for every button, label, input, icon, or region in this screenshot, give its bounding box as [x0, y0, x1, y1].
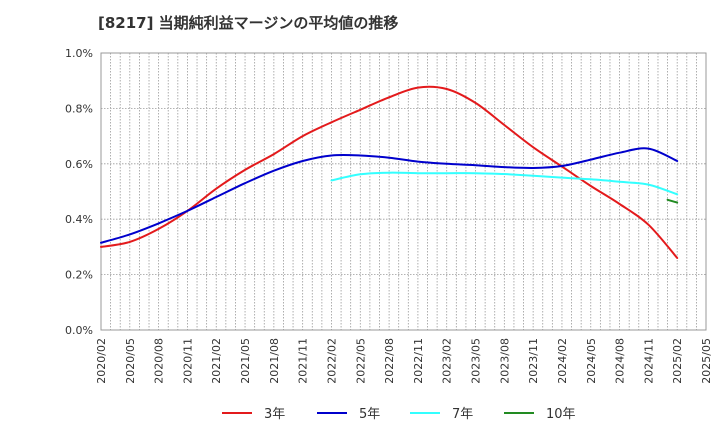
x-tick-label: 2023/05: [470, 338, 483, 384]
plot-area: [100, 52, 707, 331]
x-tick-label: 2022/08: [383, 338, 396, 384]
series-line-0: [100, 85, 679, 259]
x-tick-label: 2024/05: [585, 338, 598, 384]
y-tick-label: 0.4%: [65, 213, 93, 226]
y-tick-label: 0.0%: [65, 324, 93, 337]
x-tick-label: 2023/08: [498, 338, 511, 384]
x-tick-label: 2024/02: [556, 338, 569, 384]
x-tick-label: 2023/11: [527, 338, 540, 384]
x-tick-label: 2021/08: [268, 338, 281, 384]
x-tick-label: 2020/11: [181, 338, 194, 384]
y-tick-label: 0.2%: [65, 269, 93, 282]
x-tick-label: 2020/02: [95, 338, 108, 384]
x-tick-label: 2021/05: [239, 338, 252, 384]
x-tick-label: 2024/08: [614, 338, 627, 384]
legend-label-2: 7年: [452, 407, 473, 422]
x-tick-label: 2025/02: [671, 338, 684, 384]
x-tick-label: 2024/11: [642, 338, 655, 384]
legend-label-3: 10年: [546, 407, 576, 422]
y-tick-label: 0.8%: [65, 102, 93, 115]
x-tick-label: 2021/02: [210, 338, 223, 384]
x-tick-label: 2022/02: [325, 338, 338, 384]
series-line-2: [330, 171, 679, 196]
y-tick-label: 1.0%: [65, 47, 93, 60]
x-tick-label: 2023/02: [441, 338, 454, 384]
y-tick-label: 0.6%: [65, 158, 93, 171]
x-tick-label: 2021/11: [297, 338, 310, 384]
series-line-1: [100, 147, 679, 244]
x-tick-label: 2022/11: [412, 338, 425, 384]
legend-label-0: 3年: [264, 407, 285, 422]
x-tick-label: 2020/08: [153, 338, 166, 384]
x-tick-label: 2020/05: [124, 338, 137, 384]
x-tick-label: 2022/05: [354, 338, 367, 384]
legend-label-1: 5年: [359, 407, 380, 422]
x-tick-label: 2025/05: [700, 338, 713, 384]
chart-title: [8217] 当期純利益マージンの平均値の推移: [98, 14, 399, 32]
series-line-3: [666, 198, 679, 204]
